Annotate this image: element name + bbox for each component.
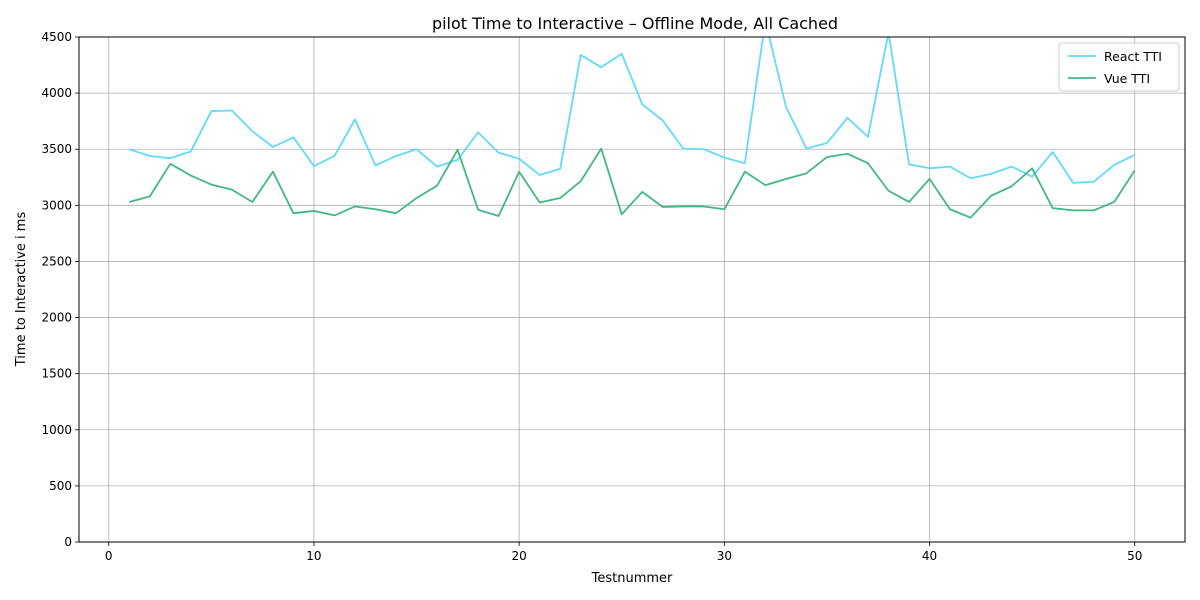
y-tick-label: 4000 xyxy=(41,86,72,100)
series-line-vue-tti xyxy=(129,147,1136,219)
y-tick-label: 0 xyxy=(64,535,72,549)
y-tick-label: 2000 xyxy=(41,311,72,325)
y-tick-label: 1500 xyxy=(41,367,72,381)
y-axis-label: Time to Interactive i ms xyxy=(14,212,29,368)
x-tick-label: 40 xyxy=(922,549,937,563)
x-tick-label: 20 xyxy=(512,549,527,563)
x-tick-label: 30 xyxy=(717,549,732,563)
series-line-react-tti xyxy=(128,37,1136,184)
legend-label-react: React TTI xyxy=(1104,49,1162,64)
x-tick-label: 50 xyxy=(1127,549,1142,563)
x-tick-label: 0 xyxy=(105,549,113,563)
x-axis-label: Testnummer xyxy=(591,571,673,586)
y-tick-label: 3000 xyxy=(41,198,72,212)
y-tick-label: 500 xyxy=(49,479,72,493)
x-tick-label: 10 xyxy=(306,549,321,563)
legend-label-vue: Vue TTI xyxy=(1104,71,1150,86)
y-tick-label: 3500 xyxy=(41,142,72,156)
ticks: 0 10 20 30 40 5005001000150020002500300035004… xyxy=(41,30,1142,563)
chart-title: pilot Time to Interactive – Offline Mode… xyxy=(432,14,838,33)
y-tick-label: 4500 xyxy=(41,30,72,44)
grid xyxy=(79,36,1185,543)
y-tick-label: 2500 xyxy=(41,254,72,268)
series-layer xyxy=(128,37,1136,219)
legend: React TTI Vue TTI xyxy=(1058,42,1180,92)
y-tick-label: 1000 xyxy=(41,423,72,437)
legend-box xyxy=(1058,42,1180,92)
plot-frame xyxy=(78,36,1186,543)
